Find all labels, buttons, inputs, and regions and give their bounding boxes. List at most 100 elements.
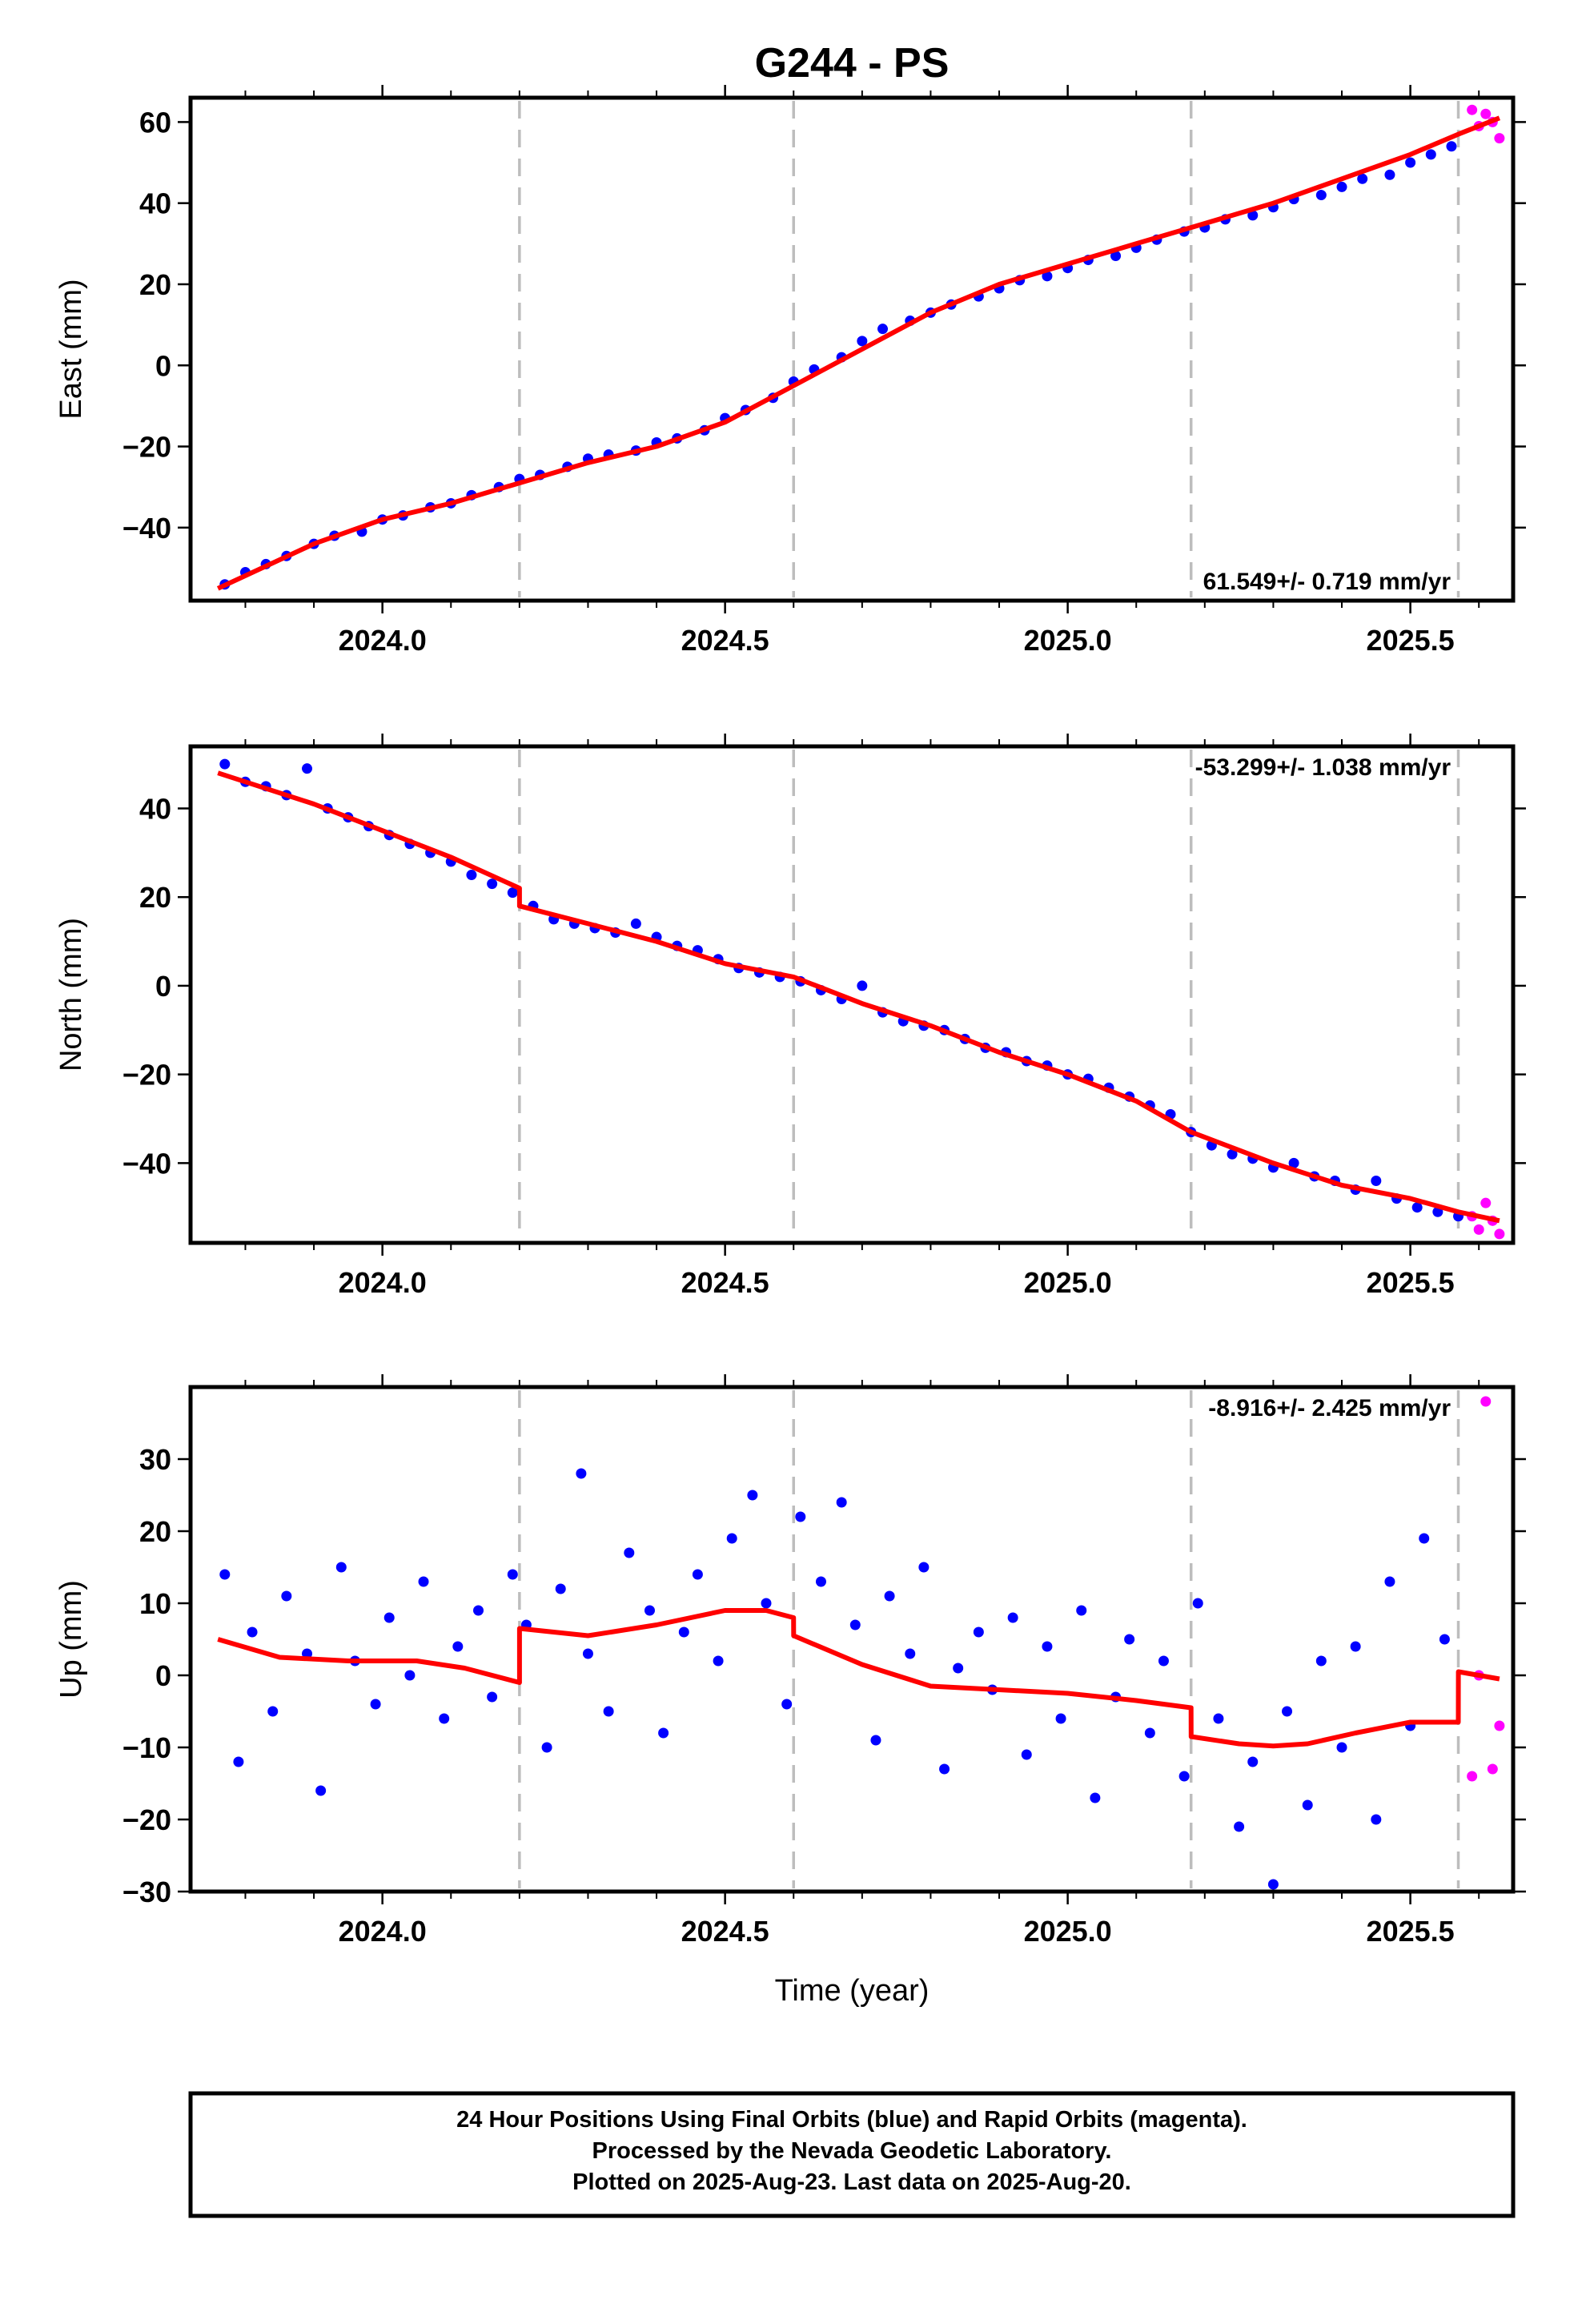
east-y-tick-label: 0 (155, 349, 171, 382)
up-final-point (747, 1490, 758, 1501)
up-y-tick-label: 20 (139, 1515, 171, 1548)
east-y-tick-label: −40 (122, 512, 171, 545)
up-final-point (1213, 1713, 1224, 1724)
up-x-tick-label: 2024.0 (339, 1915, 427, 1948)
up-final-point (335, 1562, 347, 1573)
up-final-point (692, 1569, 703, 1580)
up-final-point (1055, 1713, 1066, 1724)
up-final-point (918, 1562, 930, 1573)
up-final-point (905, 1648, 916, 1659)
up-y-tick-label: −30 (122, 1876, 171, 1908)
up-final-point (1021, 1749, 1032, 1760)
up-final-point (315, 1785, 327, 1796)
up-final-point (849, 1619, 861, 1630)
up-y-tick-label: −10 (122, 1731, 171, 1764)
up-final-point (1336, 1742, 1347, 1753)
up-final-point (404, 1670, 416, 1681)
up-final-point (1234, 1821, 1245, 1832)
up-final-point (1178, 1771, 1190, 1782)
north-final-point (219, 758, 231, 770)
north-x-tick-label: 2025.5 (1367, 1266, 1455, 1299)
up-final-point (644, 1605, 655, 1616)
north-rapid-point (1494, 1228, 1505, 1240)
east-panel: 2024.0 2024.5 2025.0 2025.5 −40 −20 0 20 40 60 Eas… (54, 85, 1526, 657)
up-final-point (1315, 1655, 1327, 1667)
north-final-point (857, 980, 868, 991)
north-final-point (487, 879, 498, 890)
footer-box (188, 2091, 1516, 2218)
up-final-point (1192, 1598, 1203, 1609)
footer: 24 Hour Positions Using Final Orbits (bl… (188, 2091, 1516, 2218)
up-final-point (582, 1648, 593, 1659)
up-rapid-point (1480, 1396, 1492, 1407)
east-y-tick-label: −20 (122, 431, 171, 464)
up-final-point (761, 1598, 772, 1609)
east-x-tick-label: 2025.0 (1024, 624, 1112, 657)
up-final-point (726, 1533, 737, 1544)
footer-line-3: Plotted on 2025-Aug-23. Last data on 202… (572, 2169, 1131, 2195)
east-y-tick-label: 40 (139, 187, 171, 220)
up-y-tick-label: 10 (139, 1587, 171, 1620)
east-x-tick-label: 2024.0 (339, 624, 427, 657)
up-final-point (1439, 1634, 1450, 1645)
east-y-tick-label: 60 (139, 106, 171, 139)
north-fit-line (217, 770, 1500, 1224)
up-final-point (487, 1691, 498, 1703)
up-final-point (1302, 1799, 1313, 1811)
up-final-point (507, 1569, 518, 1580)
up-final-point (418, 1576, 429, 1587)
north-final-point (466, 870, 477, 881)
up-final-point (439, 1713, 450, 1724)
east-y-axis-label: East (mm) (54, 279, 88, 419)
up-rapid-point (1494, 1720, 1505, 1731)
north-final-point (302, 763, 313, 774)
up-final-point (1144, 1727, 1155, 1739)
up-rapid-point (1467, 1771, 1478, 1782)
up-final-point (1282, 1706, 1293, 1717)
up-final-point (624, 1547, 635, 1558)
north-final-point (1227, 1148, 1238, 1160)
east-final-point (1247, 210, 1259, 221)
up-x-tick-label: 2025.0 (1024, 1915, 1112, 1948)
up-y-tick-label: 0 (155, 1659, 171, 1692)
north-y-tick-label: 0 (155, 970, 171, 1003)
up-final-point (870, 1735, 881, 1746)
up-final-point (247, 1626, 258, 1638)
up-final-point (1007, 1612, 1018, 1623)
up-final-point (267, 1706, 279, 1717)
up-final-point (603, 1706, 614, 1717)
up-final-point (219, 1569, 231, 1580)
north-y-tick-label: −20 (122, 1059, 171, 1092)
east-plot-frame (188, 95, 1516, 603)
east-final-point (1384, 169, 1395, 180)
north-plot-frame (188, 744, 1516, 1245)
north-rapid-point (1473, 1224, 1484, 1235)
east-final-point (877, 324, 889, 335)
up-final-point (473, 1605, 484, 1616)
up-final-point (1076, 1605, 1087, 1616)
up-final-point (884, 1590, 895, 1602)
east-final-point (1425, 149, 1436, 160)
north-panel: 2024.0 2024.5 2025.0 2025.5 −40 −20 0 20 40 North… (54, 734, 1526, 1299)
east-x-tick-label: 2025.5 (1367, 624, 1455, 657)
north-y-axis-label: North (mm) (54, 918, 88, 1072)
up-final-point (815, 1576, 826, 1587)
east-final-point (1405, 157, 1416, 168)
north-y-tick-label: 20 (139, 881, 171, 914)
north-x-tick-label: 2024.5 (681, 1266, 769, 1299)
up-final-point (713, 1655, 724, 1667)
up-final-point (836, 1497, 847, 1508)
east-final-point (1336, 181, 1347, 192)
east-rapid-point (1494, 133, 1505, 144)
north-y-tick-label: −40 (122, 1147, 171, 1180)
north-rate-label: -53.299+/- 1.038 mm/yr (1195, 754, 1452, 781)
up-final-point (281, 1590, 292, 1602)
up-final-point (370, 1699, 381, 1710)
up-plot-frame (188, 1385, 1516, 1894)
up-final-point (1350, 1641, 1361, 1652)
north-x-tick-label: 2024.0 (339, 1266, 427, 1299)
up-final-point (1124, 1634, 1135, 1645)
north-final-point (1411, 1202, 1423, 1213)
up-panel: 2024.0 2024.5 2025.0 2025.5 −30 −20 −10 0 10 20 30… (54, 1374, 1526, 1948)
